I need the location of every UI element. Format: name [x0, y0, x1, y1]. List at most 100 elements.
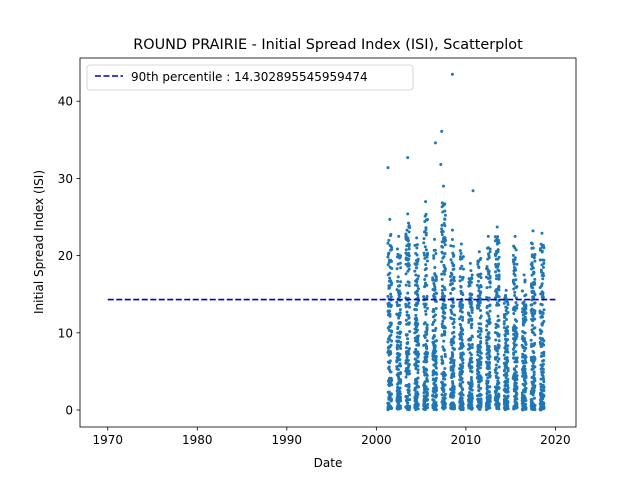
- data-point: [433, 318, 437, 322]
- data-point: [470, 345, 474, 349]
- data-point: [477, 322, 481, 326]
- data-point: [398, 322, 402, 326]
- data-point: [423, 384, 427, 388]
- data-point: [502, 369, 506, 373]
- data-point: [459, 303, 463, 307]
- data-point: [479, 397, 483, 401]
- data-point: [540, 343, 544, 347]
- data-point: [475, 394, 479, 398]
- data-point: [386, 340, 390, 344]
- data-point: [494, 367, 498, 371]
- data-point: [506, 332, 510, 336]
- data-point: [440, 240, 444, 244]
- data-point: [488, 309, 492, 313]
- data-point: [425, 255, 429, 259]
- data-point: [469, 337, 473, 341]
- data-point: [539, 268, 543, 272]
- data-point: [459, 315, 463, 319]
- data-point: [416, 274, 420, 278]
- data-point: [521, 374, 525, 378]
- data-point: [431, 329, 435, 333]
- data-point: [467, 284, 471, 288]
- data-point: [530, 367, 534, 371]
- data-point: [530, 261, 534, 265]
- data-point: [495, 395, 499, 399]
- data-point: [399, 347, 403, 351]
- data-point: [390, 330, 394, 334]
- data-point: [486, 395, 490, 399]
- data-point: [408, 372, 412, 376]
- data-point: [476, 279, 480, 283]
- data-point: [513, 382, 517, 386]
- data-point: [459, 353, 463, 357]
- data-point: [533, 253, 537, 257]
- data-point: [423, 245, 427, 249]
- data-point: [504, 312, 508, 316]
- data-point: [485, 296, 489, 300]
- data-point: [452, 405, 456, 409]
- data-point: [505, 358, 509, 362]
- data-point: [441, 302, 445, 306]
- data-point: [442, 347, 446, 351]
- data-point: [494, 375, 498, 379]
- data-point: [396, 279, 400, 283]
- data-point: [540, 370, 544, 374]
- data-point: [387, 238, 391, 242]
- data-point: [386, 337, 390, 341]
- data-point: [440, 227, 444, 231]
- data-point: [515, 358, 519, 362]
- data-point: [433, 287, 437, 291]
- data-point: [431, 288, 435, 292]
- data-point: [424, 303, 428, 307]
- data-point: [522, 304, 526, 308]
- data-point: [540, 231, 544, 235]
- data-point: [398, 335, 402, 339]
- data-point: [530, 273, 534, 277]
- data-point: [531, 361, 535, 365]
- data-point: [488, 396, 492, 400]
- data-point: [386, 166, 390, 170]
- data-point: [395, 346, 399, 350]
- data-point: [542, 377, 546, 381]
- data-point: [388, 309, 392, 313]
- data-point: [389, 248, 393, 252]
- data-point: [486, 337, 490, 341]
- data-point: [479, 276, 483, 280]
- data-point: [433, 265, 437, 269]
- data-point: [538, 286, 542, 290]
- data-point: [424, 248, 428, 252]
- data-point: [387, 258, 391, 262]
- data-point: [523, 315, 527, 319]
- data-point: [399, 343, 403, 347]
- data-point: [398, 358, 402, 362]
- data-point: [459, 242, 463, 246]
- data-point: [475, 283, 479, 287]
- data-point: [540, 389, 544, 393]
- data-point: [485, 387, 489, 391]
- data-point: [386, 241, 390, 245]
- data-point: [441, 229, 445, 233]
- data-point: [520, 310, 524, 314]
- data-point: [424, 360, 428, 364]
- data-point: [440, 205, 444, 209]
- data-point: [539, 401, 543, 405]
- data-point: [424, 330, 428, 334]
- data-point: [520, 343, 524, 347]
- data-point: [497, 303, 501, 307]
- data-point: [459, 391, 463, 395]
- data-point: [441, 184, 445, 188]
- data-point: [529, 282, 533, 286]
- data-point: [530, 403, 534, 407]
- data-point: [460, 366, 464, 370]
- data-point: [479, 272, 483, 276]
- data-point: [407, 251, 411, 255]
- data-point: [424, 309, 428, 313]
- data-point: [404, 237, 408, 241]
- data-point: [440, 260, 444, 264]
- data-point: [532, 256, 536, 260]
- data-point: [423, 357, 427, 361]
- data-point: [493, 296, 497, 300]
- data-point: [424, 212, 428, 216]
- data-point: [414, 279, 418, 283]
- data-point: [413, 357, 417, 361]
